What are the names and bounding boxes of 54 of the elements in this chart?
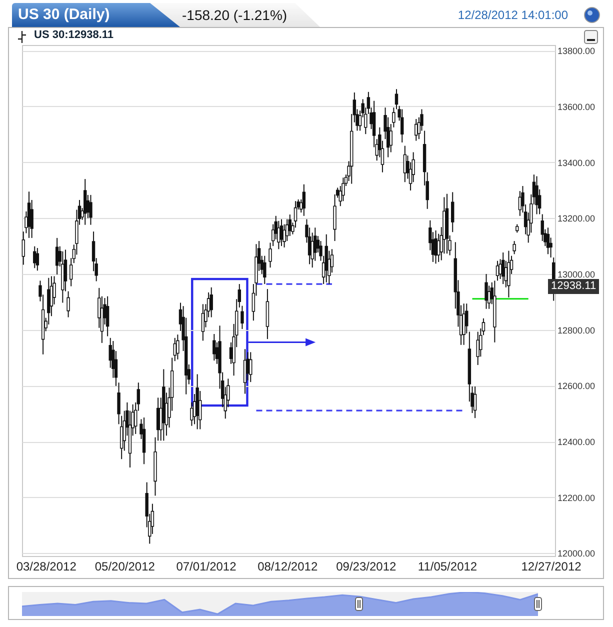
candlestick [36,248,40,272]
candlestick [66,290,70,318]
y-tick-label: 12800.00 [558,325,596,336]
y-tick-label: 12600.00 [558,381,596,392]
x-tick-label: 07/01/2012 [176,560,237,574]
text: US 30:12938.11 [34,29,114,41]
candlestick [84,178,87,226]
candlestick [263,255,266,285]
candlestick [33,246,36,269]
chart-subtitle: -158.20 (-1.21%) [150,3,320,27]
candlestick [277,220,280,250]
y-tick-label: 13200.00 [558,214,596,224]
x-tick-label: 08/12/2012 [258,560,318,574]
candlestick [400,108,404,143]
candlestick [210,286,213,318]
x-tick-label: 12/27/2012 [521,560,582,574]
x-tick-label: 09/23/2012 [336,560,396,574]
y-tick-label: 13600.00 [558,102,596,112]
candlestick [249,352,252,383]
candlestick [394,88,398,110]
candlestick [176,334,180,360]
y-tick-label: 13400.00 [558,158,596,168]
candlestick [142,417,146,465]
candlestick [294,200,298,228]
candlestick [55,237,59,276]
y-tick-label: 12400.00 [558,437,596,448]
candlestick [502,252,505,285]
y-tick-label: 12200.00 [558,492,596,503]
candlestick [212,334,216,362]
candlestick [414,118,418,142]
x-tick-label: 05/20/2012 [94,560,156,574]
candlestick [342,177,345,202]
candlestick [507,250,510,298]
y-tick-label: 13800.00 [558,46,596,56]
candlestick [540,214,544,242]
candlestick [106,296,110,337]
y-tick-label: 12000.00 [558,548,596,559]
annotation: 12938.11 [548,278,600,294]
candlestick [451,192,454,233]
x-tick-label: 03/28/2012 [16,560,77,574]
y-tick-label: 13000.00 [558,269,596,280]
candlestick [484,273,488,310]
text: 12/28/2012 14:01:00 [458,8,568,22]
candlestick [473,386,477,419]
candlestick [302,184,306,216]
candlestick [462,303,466,346]
candlestick [434,230,438,264]
candlestick [535,176,538,215]
x-tick-label: 11/05/2012 [418,560,478,574]
candlestick [512,240,516,255]
candlestick [549,237,552,258]
candlestick [546,227,550,255]
candlestick [89,194,92,226]
chart-title: US 30 (Daily) [18,6,110,23]
